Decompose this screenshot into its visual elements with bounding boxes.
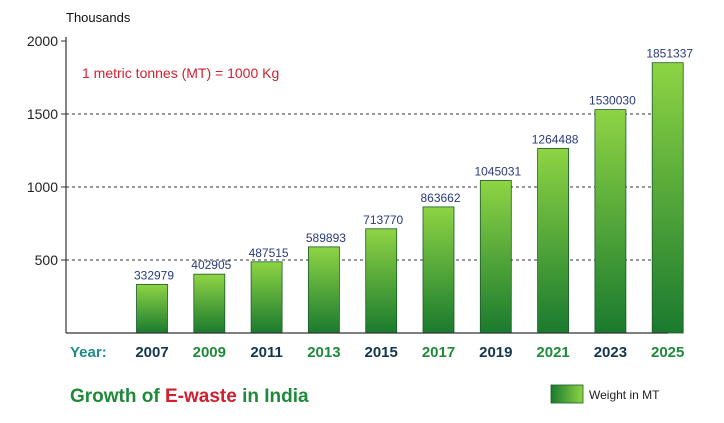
x-tick-label: 2017 — [422, 344, 455, 361]
legend: Weight in MT — [550, 384, 660, 404]
bar — [250, 261, 283, 334]
x-axis-prefix: Year: — [70, 344, 107, 361]
legend-label: Weight in MT — [589, 388, 660, 402]
x-tick-label: 2009 — [193, 344, 226, 361]
bars — [136, 62, 684, 334]
data-label: 1851337 — [646, 47, 693, 61]
chart-title-highlight: E-waste — [164, 386, 237, 407]
unit-label: Thousands — [66, 10, 131, 25]
bar — [193, 273, 226, 334]
annotation-note: 1 metric tonnes (MT) = 1000 Kg — [82, 65, 279, 81]
data-label: 332979 — [134, 268, 174, 282]
data-label: 1530030 — [589, 94, 636, 108]
y-tick-label: 1500 — [27, 106, 58, 122]
data-label: 402905 — [191, 258, 231, 272]
data-label: 487515 — [249, 246, 289, 260]
y-tick-label: 500 — [35, 252, 59, 268]
chart-title: Growth of E-waste in India — [70, 386, 309, 408]
x-tick-label: 2023 — [594, 344, 627, 361]
data-labels: 332979 402905 487515 589893 713770 863662 1045… — [134, 47, 693, 283]
data-label: 1264488 — [532, 132, 579, 146]
bar — [651, 62, 684, 334]
y-axis-ticks: 500 1000 1500 2000 — [27, 33, 66, 268]
data-label: 589893 — [306, 231, 346, 245]
bar — [307, 246, 340, 334]
x-tick-label: 2011 — [250, 344, 283, 361]
legend-swatch — [550, 384, 584, 404]
x-tick-label: 2015 — [365, 344, 398, 361]
y-tick-label: 1000 — [27, 179, 58, 195]
y-tick-label: 2000 — [27, 33, 58, 49]
x-tick-label: 2013 — [307, 344, 340, 361]
bar — [594, 109, 627, 334]
bar — [479, 180, 512, 334]
data-label: 713770 — [363, 213, 403, 227]
x-tick-label: 2007 — [135, 344, 168, 361]
x-tick-label: 2025 — [651, 344, 684, 361]
chart-title-part-1: Growth of — [70, 386, 165, 407]
bar — [537, 147, 569, 334]
data-label: 1045031 — [474, 164, 521, 178]
x-tick-label: 2019 — [479, 344, 512, 361]
data-label: 863662 — [420, 191, 460, 205]
chart-title-part-2: in India — [236, 386, 309, 407]
x-tick-label: 2021 — [536, 344, 569, 361]
x-axis-labels: 2007 2009 2011 2013 2015 2017 2019 2021 2023 2025 — [135, 344, 684, 361]
bar — [365, 228, 398, 334]
bar — [136, 283, 168, 334]
bar — [422, 206, 455, 334]
